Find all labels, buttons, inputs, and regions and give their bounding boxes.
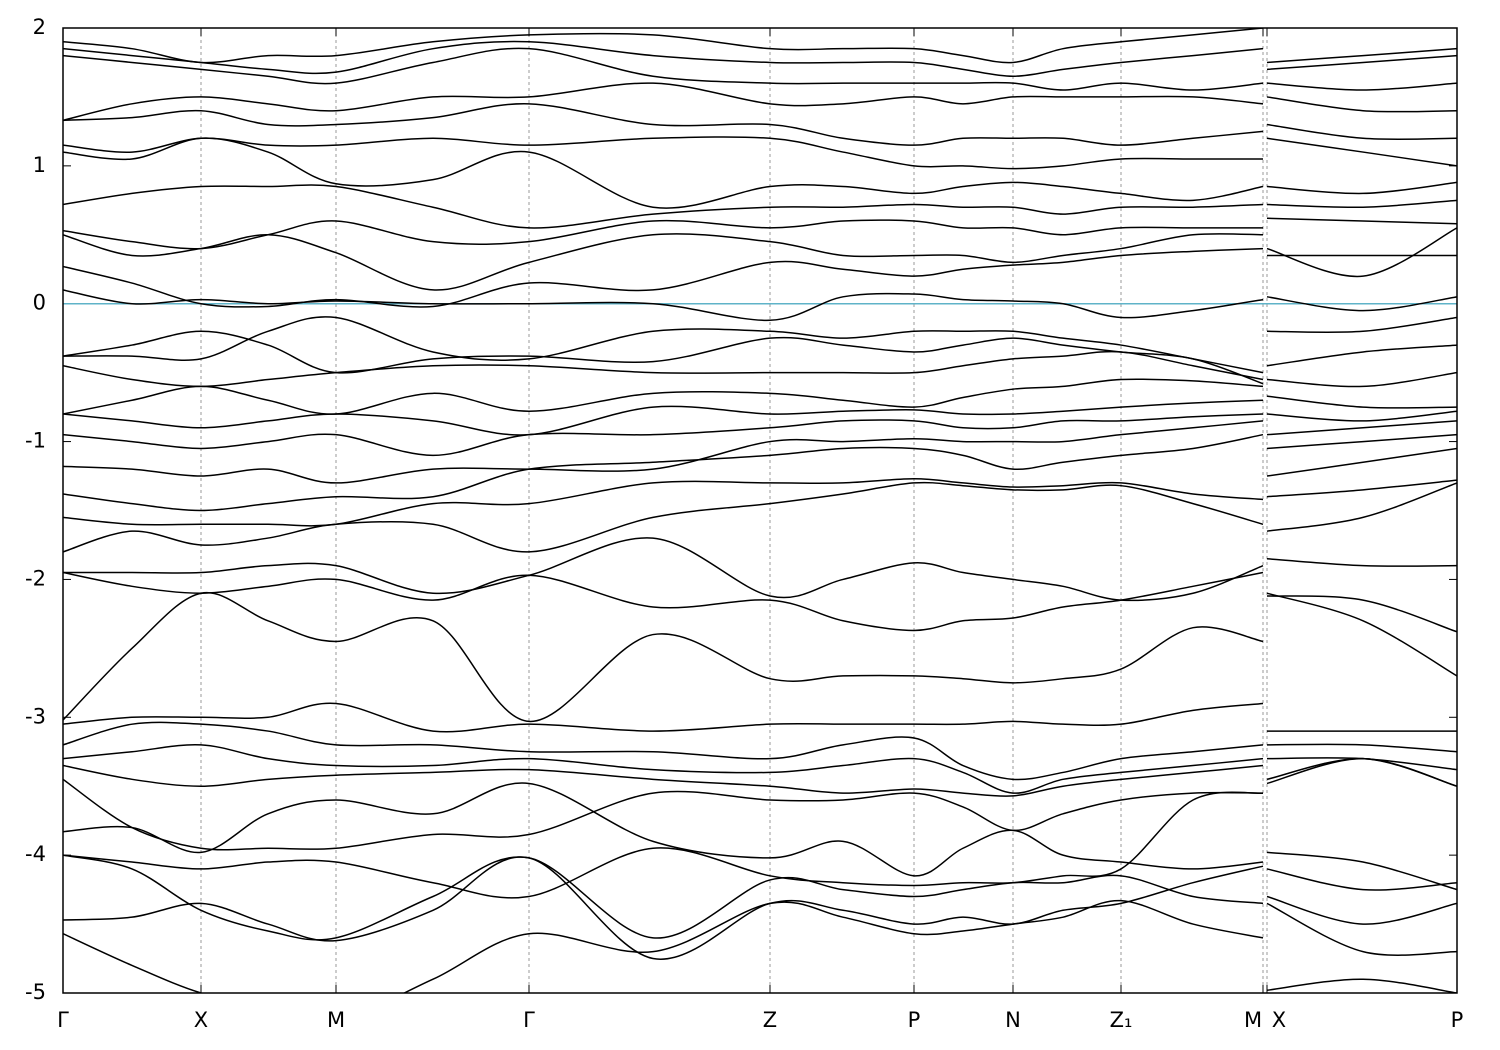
y-tick-label: 0 — [33, 291, 46, 315]
band — [63, 856, 1457, 960]
x-tick-label: M — [1244, 1008, 1262, 1032]
band — [63, 481, 1457, 553]
band — [63, 217, 1457, 250]
band — [63, 227, 1457, 291]
band — [63, 184, 1457, 229]
band — [63, 136, 1457, 170]
x-tick-label: N — [1005, 1008, 1021, 1032]
y-tick-label: -2 — [25, 566, 46, 590]
band — [63, 854, 1457, 941]
y-tick-label: 2 — [33, 15, 46, 39]
band — [63, 420, 1457, 484]
x-tick-label: Γ — [523, 1008, 535, 1032]
band — [63, 899, 1457, 993]
band — [63, 413, 1457, 457]
band — [63, 537, 1457, 602]
band — [63, 399, 1457, 436]
band — [63, 571, 1457, 633]
x-tick-label: X — [1272, 1008, 1286, 1032]
y-tick-label: -3 — [25, 704, 46, 728]
band — [63, 247, 1457, 308]
y-tick-label: -5 — [25, 980, 46, 1004]
x-tick-label: Z — [763, 1008, 777, 1032]
x-tick-label: X — [194, 1008, 208, 1032]
x-tick-label: M — [327, 1008, 345, 1032]
band — [63, 289, 1457, 322]
band — [63, 330, 1457, 385]
band — [63, 782, 1457, 891]
band — [63, 316, 1457, 374]
band — [63, 478, 1457, 527]
band — [63, 743, 1457, 794]
x-tick-label: Z₁ — [1110, 1008, 1133, 1032]
band — [63, 702, 1457, 733]
x-tick-label: P — [1451, 1008, 1464, 1032]
bands — [63, 28, 1457, 993]
plot-frame — [62, 27, 1458, 994]
band — [63, 721, 1457, 781]
band — [63, 378, 1457, 415]
y-tick-label: -4 — [25, 842, 46, 866]
y-tick-label: 1 — [33, 153, 46, 177]
x-tick-label: P — [908, 1008, 921, 1032]
band — [63, 137, 1457, 209]
band — [63, 103, 1457, 146]
band — [63, 350, 1457, 388]
band — [63, 433, 1457, 512]
band — [63, 757, 1457, 797]
band — [63, 791, 1457, 899]
band — [63, 82, 1457, 122]
band — [63, 47, 1457, 91]
y-tick-label: -1 — [25, 429, 46, 453]
x-tick-label: Γ — [57, 1008, 69, 1032]
band — [63, 40, 1457, 78]
band — [63, 28, 1457, 64]
band — [63, 591, 1457, 723]
